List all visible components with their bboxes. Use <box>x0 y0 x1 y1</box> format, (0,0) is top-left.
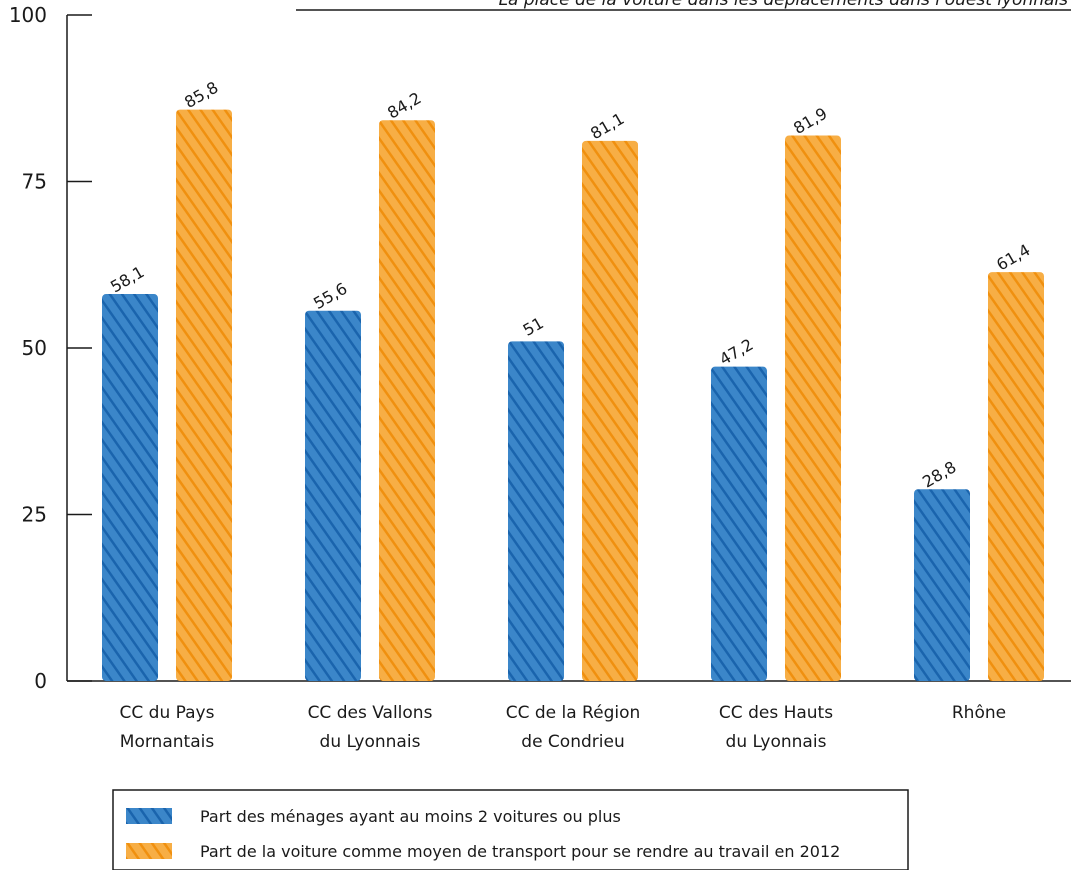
data-label-series-2-cat-3: 81,1 <box>587 109 627 143</box>
x-category-label: CC du Pays <box>120 703 215 723</box>
x-category-label: CC de la Région <box>506 703 641 723</box>
legend-label-series-2: Part de la voiture comme moyen de transp… <box>200 842 840 861</box>
x-category-label: Rhône <box>952 703 1006 723</box>
legend-swatch-series-2 <box>126 843 172 859</box>
bar-series-1-cat-5 <box>914 489 970 681</box>
x-category-label: Mornantais <box>120 732 215 752</box>
data-label-series-2-cat-1: 85,8 <box>181 78 221 112</box>
bar-series-1-cat-1 <box>102 294 158 681</box>
legend-box <box>112 789 909 870</box>
bar-series-2-cat-1 <box>176 109 232 681</box>
data-label-series-1-cat-4: 47,2 <box>716 335 756 369</box>
x-category-label: CC des Vallons <box>308 703 433 723</box>
x-category-label: du Lyonnais <box>320 732 421 752</box>
y-tick-label: 75 <box>22 170 47 194</box>
legend-swatch-series-1 <box>126 808 172 824</box>
data-label-series-2-cat-5: 61,4 <box>993 240 1033 274</box>
chart-title: La place de la voiture dans les déplacem… <box>499 0 1069 10</box>
y-tick-label: 0 <box>34 669 47 693</box>
x-category-label: du Lyonnais <box>726 732 827 752</box>
bar-series-1-cat-4 <box>711 366 767 681</box>
data-label-series-1-cat-3: 51 <box>520 313 547 340</box>
bar-series-2-cat-3 <box>582 140 638 681</box>
bar-series-2-cat-5 <box>988 272 1044 681</box>
x-category-label: CC des Hauts <box>719 703 833 723</box>
data-label-series-1-cat-2: 55,6 <box>310 279 350 313</box>
legend-label-series-1: Part des ménages ayant au moins 2 voitur… <box>200 807 621 826</box>
bar-series-1-cat-3 <box>508 341 564 681</box>
y-tick-label: 50 <box>22 336 47 360</box>
bars: 58,1 55,6 51 47,2 28,8 85,8 84,2 81,1 81,9 61,4 <box>102 78 1044 681</box>
y-axis-ticks: 0 25 50 75 100 <box>9 3 92 693</box>
y-tick-label: 25 <box>22 503 47 527</box>
category-labels: CC du Pays Mornantais CC des Vallons du Lyo… <box>120 703 1007 752</box>
data-label-series-2-cat-2: 84,2 <box>384 88 424 122</box>
bar-series-1-cat-2 <box>305 310 361 681</box>
x-category-label: de Condrieu <box>521 732 624 752</box>
data-label-series-1-cat-1: 58,1 <box>107 262 147 296</box>
bar-series-2-cat-4 <box>785 135 841 681</box>
data-label-series-2-cat-4: 81,9 <box>790 104 830 138</box>
data-label-series-1-cat-5: 28,8 <box>919 457 959 491</box>
y-tick-label: 100 <box>9 3 47 27</box>
bar-series-2-cat-2 <box>379 120 435 681</box>
